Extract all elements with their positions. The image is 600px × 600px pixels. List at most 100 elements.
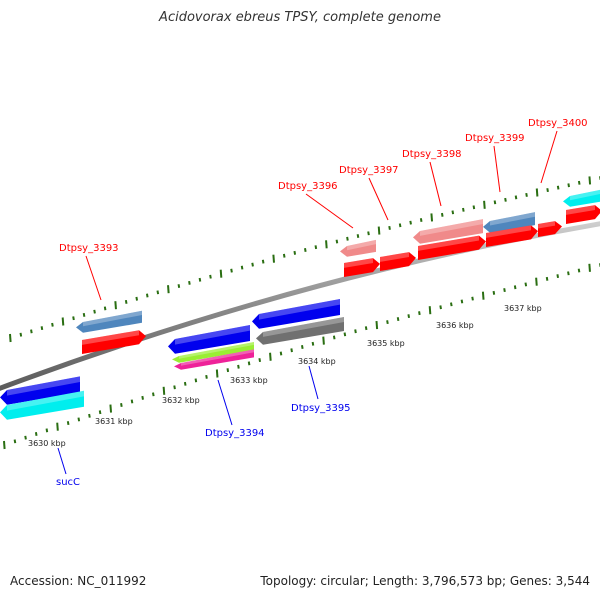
kbp-tick-label: 3635 kbp xyxy=(367,339,405,348)
gene-label[interactable]: Dtpsy_3400 xyxy=(528,118,588,129)
gene-label[interactable]: Dtpsy_3395 xyxy=(291,403,351,414)
kbp-tick-label: 3630 kbp xyxy=(28,439,66,448)
track-tick xyxy=(130,399,134,404)
track-tick xyxy=(183,381,187,386)
track-tick xyxy=(61,317,65,326)
reverse-tick-track xyxy=(3,263,600,450)
track-tick xyxy=(514,195,518,200)
track-tick xyxy=(493,200,497,205)
track-tick xyxy=(545,276,549,281)
track-tick xyxy=(471,296,474,301)
track-tick xyxy=(93,309,96,314)
track-tick xyxy=(56,422,59,431)
track-tick xyxy=(483,200,486,209)
track-tick xyxy=(322,336,325,345)
gene-dtpsy-3396-arrow[interactable] xyxy=(344,258,380,277)
gene-cyan-bar-top[interactable] xyxy=(563,189,600,207)
track-tick xyxy=(419,218,423,223)
gene-blue-arrow-left[interactable] xyxy=(0,376,80,405)
track-tick xyxy=(194,378,198,383)
gene-dtpsy-3394-arrow[interactable] xyxy=(168,325,250,354)
track-tick xyxy=(167,285,170,294)
track-tick xyxy=(364,326,368,331)
track-tick xyxy=(120,403,123,407)
track-tick xyxy=(162,386,166,395)
track-tick xyxy=(535,277,538,286)
gene-dtpsy-3394-magenta[interactable] xyxy=(174,349,254,370)
track-tick xyxy=(375,321,379,330)
gene-label[interactable]: Dtpsy_3393 xyxy=(59,243,119,254)
track-tick xyxy=(556,274,560,279)
gene-sucC-arrow[interactable] xyxy=(0,390,84,420)
track-tick xyxy=(513,285,517,290)
gene-dtpsy-3394-green[interactable] xyxy=(172,342,254,363)
forward-tick-track xyxy=(9,176,600,343)
track-tick xyxy=(409,220,412,225)
track-tick xyxy=(247,361,251,366)
kbp-tick-label: 3631 kbp xyxy=(95,417,133,426)
track-tick xyxy=(9,333,12,343)
track-tick xyxy=(205,374,208,379)
track-tick xyxy=(258,358,262,363)
track-tick xyxy=(34,432,38,436)
track-tick xyxy=(88,413,91,418)
track-tick xyxy=(577,268,581,273)
map-title: Acidovorax ebreus TPSY, complete genome xyxy=(159,10,441,25)
track-tick xyxy=(535,188,539,197)
kbp-tick-label: 3637 kbp xyxy=(504,304,542,313)
track-tick xyxy=(332,335,336,340)
gene-dtpsy-3398-arrow[interactable] xyxy=(418,235,486,260)
track-tick xyxy=(135,296,139,301)
track-tick xyxy=(588,263,591,272)
gene-dtpsy-3399-arrow[interactable] xyxy=(486,225,538,247)
track-tick xyxy=(377,226,381,235)
track-tick xyxy=(198,277,202,282)
gene-label[interactable]: Dtpsy_3396 xyxy=(278,181,338,192)
track-tick xyxy=(293,250,297,255)
track-tick xyxy=(504,197,507,202)
gene-label[interactable]: sucC xyxy=(56,477,80,488)
gene-dtpsy-3393-arrow[interactable] xyxy=(82,330,146,354)
track-tick xyxy=(226,368,230,373)
track-tick xyxy=(525,192,528,197)
track-tick xyxy=(343,332,347,337)
track-tick xyxy=(398,223,402,228)
track-tick xyxy=(462,207,465,212)
track-tick xyxy=(152,392,155,397)
track-tick xyxy=(335,239,339,244)
kbp-tick-label: 3632 kbp xyxy=(162,396,200,405)
gene-red-arrow-edge[interactable] xyxy=(566,205,600,224)
track-tick xyxy=(209,274,212,279)
track-tick xyxy=(230,268,233,273)
gene-dtpsy-3397-arrow[interactable] xyxy=(380,252,416,271)
track-tick xyxy=(188,280,191,285)
track-tick xyxy=(45,428,49,433)
gene-dtpsy-3395-arrow[interactable] xyxy=(252,299,340,329)
track-tick xyxy=(141,395,144,400)
track-tick xyxy=(13,439,17,444)
genome-summary: Topology: circular; Length: 3,796,573 bp… xyxy=(260,574,590,588)
track-tick xyxy=(451,210,455,215)
gene-dtpsy-3398-bar[interactable] xyxy=(413,219,483,244)
gene-dtpsy-3399-bar[interactable] xyxy=(483,212,535,233)
label-leader-line xyxy=(540,130,558,184)
gene-label[interactable]: Dtpsy_3397 xyxy=(339,165,399,176)
gene-label[interactable]: Dtpsy_3399 xyxy=(465,133,525,144)
track-tick xyxy=(304,248,307,252)
track-tick xyxy=(156,290,160,295)
track-tick xyxy=(215,369,219,378)
track-tick xyxy=(173,385,176,390)
track-tick xyxy=(492,290,496,295)
gene-dtpsy-3396-bar[interactable] xyxy=(340,239,376,257)
gene-label[interactable]: Dtpsy_3394 xyxy=(205,428,265,439)
gene-dtpsy-3400-arrow[interactable] xyxy=(538,221,562,237)
track-tick xyxy=(109,404,113,413)
gene-label[interactable]: Dtpsy_3398 xyxy=(402,149,462,160)
kbp-tick-label: 3633 kbp xyxy=(230,376,268,385)
track-tick xyxy=(314,245,318,250)
gene-dtpsy-3395-gray[interactable] xyxy=(256,317,344,345)
track-tick xyxy=(524,282,528,287)
track-tick xyxy=(503,288,506,293)
track-tick xyxy=(251,262,254,267)
gene-dtpsy-3393-bar[interactable] xyxy=(76,310,142,333)
